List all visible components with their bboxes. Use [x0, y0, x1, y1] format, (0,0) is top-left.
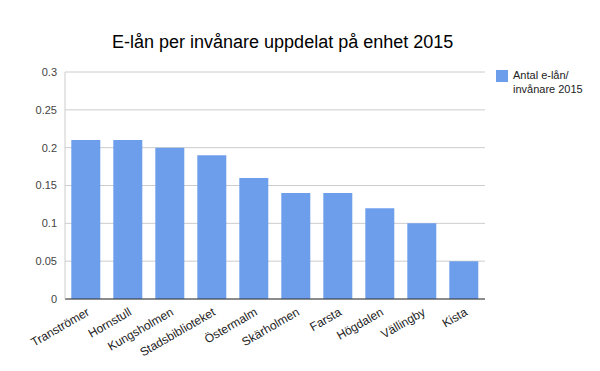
svg-text:Stadsbiblioteket: Stadsbiblioteket [137, 304, 218, 360]
html-text:E-lån per invånare uppdelat på: E-lån per invånare uppdelat på enhet 201… [112, 32, 454, 52]
svg-text:0: 0 [51, 293, 57, 305]
svg-text:Tranströmer: Tranströmer [29, 305, 92, 350]
svg-text:0.15: 0.15 [36, 179, 57, 191]
svg-text:Högdalen: Högdalen [334, 305, 385, 343]
svg-text:Östermalm: Östermalm [201, 304, 260, 347]
svg-text:0.05: 0.05 [36, 255, 57, 267]
svg-text:0.25: 0.25 [36, 104, 57, 116]
svg-text:0.2: 0.2 [42, 142, 57, 154]
svg-text:Farsta: Farsta [307, 304, 344, 334]
svg-text:Vällingby: Vällingby [379, 305, 428, 341]
html-text:Antal e-lån/ invånare 2015: Antal e-lån/ invånare 2015 [513, 69, 583, 95]
svg-text:Kista: Kista [440, 305, 470, 331]
svg-text:0.1: 0.1 [42, 217, 57, 229]
svg-text:Hornstull: Hornstull [85, 304, 134, 341]
svg-text:Skärholmen: Skärholmen [239, 305, 301, 349]
svg-text:Kungsholmen: Kungsholmen [105, 304, 176, 354]
svg-text:0.3: 0.3 [42, 66, 57, 78]
